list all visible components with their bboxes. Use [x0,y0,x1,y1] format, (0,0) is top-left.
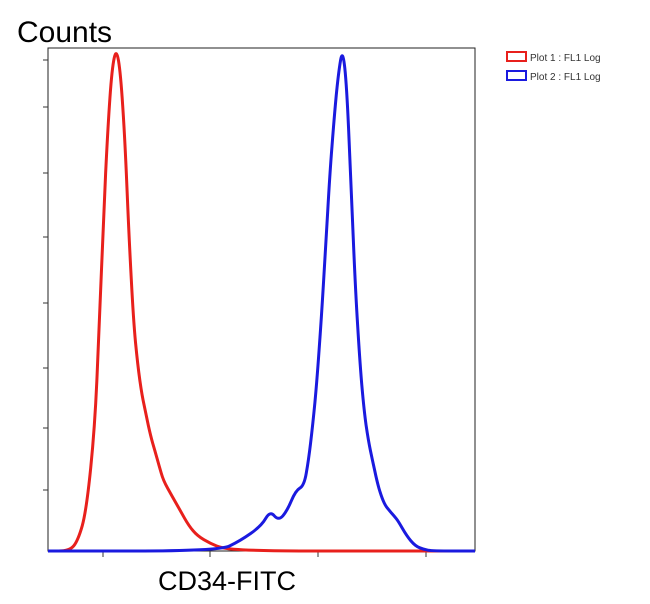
series-line-plot-1 [48,52,475,553]
y-axis-label: Counts [17,16,112,49]
series-line-plot-2 [48,54,475,553]
plot-frame [47,47,476,552]
legend-label-plot-2: Plot 2 : FL1 Log [530,72,601,83]
legend-swatch-plot-2 [506,70,527,81]
x-axis-label: CD34-FITC [158,566,296,596]
legend-label-plot-1: Plot 1 : FL1 Log [530,53,601,64]
y-axis-ticks [43,59,48,491]
legend-swatch-plot-1 [506,51,527,62]
legend: Plot 1 : FL1 Log Plot 2 : FL1 Log [506,51,601,83]
